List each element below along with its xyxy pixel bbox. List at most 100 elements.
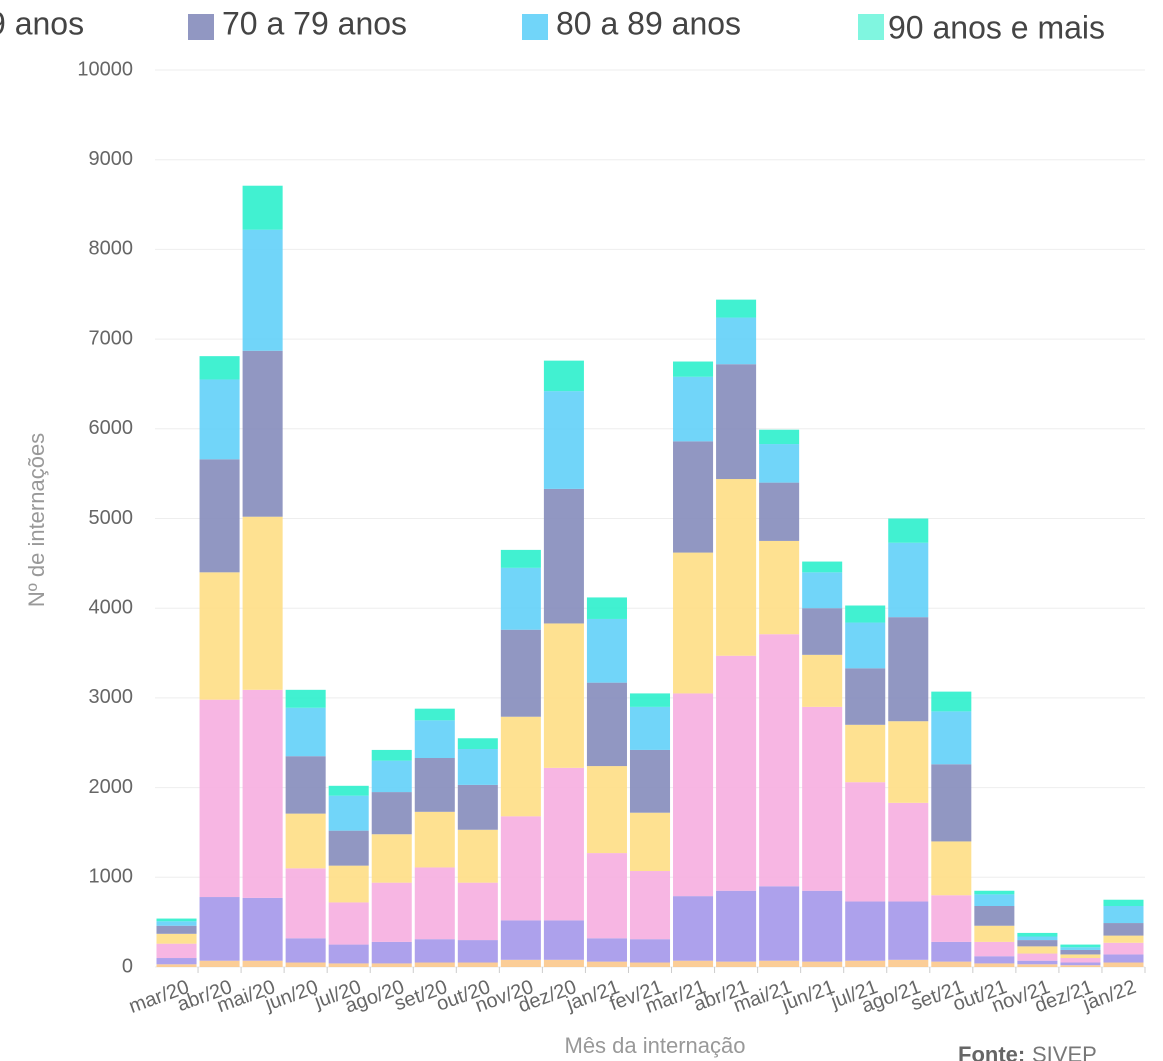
bar-segment: [1017, 940, 1058, 947]
bar-segment: [543, 360, 584, 392]
y-tick-label: 10000: [77, 58, 133, 80]
bar-segment: [328, 865, 369, 903]
bar-segment: [328, 902, 369, 945]
bar-segment: [500, 549, 541, 568]
bar-segment: [974, 890, 1015, 895]
bar-segment: [931, 841, 972, 896]
legend-label: 70 a 79 anos: [222, 5, 407, 41]
bar-segment: [156, 964, 197, 967]
bar-segment: [716, 317, 757, 365]
bar-segment: [673, 693, 714, 897]
bar-segment: [457, 784, 498, 830]
bar-segment: [500, 629, 541, 717]
bar-segment: [888, 542, 929, 618]
bar-segment: [888, 518, 929, 543]
bar-segment: [1103, 935, 1144, 943]
bar-segment: [759, 540, 800, 635]
bar-segment: [716, 961, 757, 967]
bar-segment: [1103, 899, 1144, 907]
bar-segment: [629, 706, 671, 750]
bar-segment: [931, 961, 972, 967]
bar-segment: [845, 605, 886, 623]
bar-segment: [457, 940, 498, 963]
bar-segment: [931, 691, 972, 712]
legend-label: 80 a 89 anos: [556, 5, 741, 41]
bar-segment: [371, 882, 412, 942]
bar-segment: [1060, 962, 1101, 966]
bar-segment: [414, 939, 455, 963]
bar-segment: [629, 812, 671, 872]
bar-segment: [673, 960, 714, 967]
bar-segment: [500, 959, 541, 967]
bar-segment: [974, 925, 1015, 942]
bar-segment: [888, 617, 929, 722]
bar-segment: [629, 962, 671, 967]
bar-segment: [673, 361, 714, 377]
bar-segment: [802, 706, 843, 891]
bar-segment: [285, 962, 326, 967]
legend-swatch: [522, 14, 548, 40]
bar-segment: [931, 764, 972, 842]
bar-segment: [629, 693, 671, 707]
y-tick-label: 0: [122, 955, 133, 977]
y-tick-label: 2000: [89, 776, 134, 798]
bar-segment: [931, 895, 972, 942]
bar-segment: [974, 941, 1015, 957]
legend-label: 90 anos e mais: [888, 9, 1105, 45]
bar-segment: [242, 185, 283, 230]
bar-segment: [586, 682, 627, 767]
y-tick-label: 8000: [89, 238, 134, 260]
bar-segment: [1060, 947, 1101, 950]
source: SIVEP: [1032, 1042, 1097, 1061]
bar-segment: [457, 749, 498, 785]
bar-segment: [414, 720, 455, 758]
bar-segment: [629, 749, 671, 813]
bar-segment: [1060, 949, 1101, 955]
bar-segment: [716, 655, 757, 891]
bar-segment: [285, 756, 326, 814]
bar-segment: [1103, 962, 1144, 967]
bar-segment: [888, 802, 929, 902]
bar-segment: [716, 299, 757, 318]
bar-segment: [285, 689, 326, 708]
bar-segment: [1060, 965, 1101, 967]
bar-segment: [156, 925, 197, 934]
bar-segment: [1017, 964, 1058, 967]
bar-segment: [543, 623, 584, 768]
y-tick-label: 3000: [89, 686, 134, 708]
bar-segment: [586, 961, 627, 967]
bar-segment: [1017, 936, 1058, 941]
bar-segment: [156, 958, 197, 965]
bar-segment: [759, 634, 800, 887]
bar-segment: [845, 782, 886, 902]
bar-segment: [371, 941, 412, 964]
bar-segment: [328, 830, 369, 866]
bar-segment: [974, 894, 1015, 907]
bar-segment: [586, 853, 627, 939]
bar-segment: [802, 961, 843, 967]
bar-segment: [242, 229, 283, 351]
bar-segment: [242, 350, 283, 517]
bar-segment: [242, 516, 283, 690]
bar-segment: [457, 962, 498, 967]
bar-segment: [328, 795, 369, 831]
y-tick-label: 1000: [89, 866, 134, 888]
bar-segment: [199, 897, 240, 961]
bar-segment: [974, 956, 1015, 964]
bar-segment: [931, 711, 972, 765]
bar-segment: [199, 699, 240, 898]
bar-segment: [371, 834, 412, 883]
bar-segment: [845, 901, 886, 961]
bar-segment: [888, 959, 929, 967]
bar-segment: [586, 938, 627, 962]
bar-segment: [1017, 960, 1058, 965]
bar-segment: [1017, 953, 1058, 961]
bar-segment: [543, 920, 584, 960]
bar-segment: [1103, 923, 1144, 936]
bar-segment: [414, 708, 455, 721]
bar-segment: [543, 488, 584, 624]
bar-segment: [716, 890, 757, 962]
bar-segment: [199, 459, 240, 573]
bar-segment: [1017, 946, 1058, 954]
legend-swatch: [858, 14, 884, 40]
